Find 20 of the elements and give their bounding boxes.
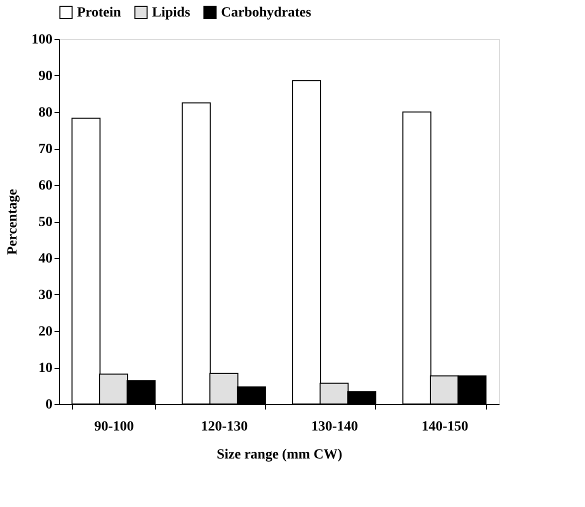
- y-tick-label: 30: [38, 288, 52, 303]
- y-tick-label: 10: [38, 361, 52, 376]
- y-tick-label: 60: [38, 178, 52, 194]
- legend-label: Lipids: [152, 5, 191, 20]
- y-tick-label: 0: [46, 398, 52, 412]
- legend-label: Carbohydrates: [221, 5, 312, 20]
- x-tick-label: 90-100: [94, 420, 134, 434]
- y-axis-title: Percentage: [6, 189, 20, 255]
- y-tick-label: 90: [38, 69, 52, 84]
- y-tick-label: 70: [38, 142, 52, 157]
- x-tick-label: 130-140: [311, 420, 358, 434]
- x-axis-title: Size range (mm CW): [216, 448, 343, 462]
- legend-label: Protein: [77, 5, 122, 20]
- y-tick-label: 100: [32, 32, 52, 48]
- y-tick-label: 80: [38, 106, 52, 120]
- y-tick-label: 40: [38, 252, 52, 266]
- y-tick-label: 50: [38, 215, 52, 230]
- y-tick-label: 20: [38, 324, 52, 340]
- x-tick-label: 140-150: [422, 420, 468, 434]
- x-tick-label: 120-130: [201, 420, 248, 434]
